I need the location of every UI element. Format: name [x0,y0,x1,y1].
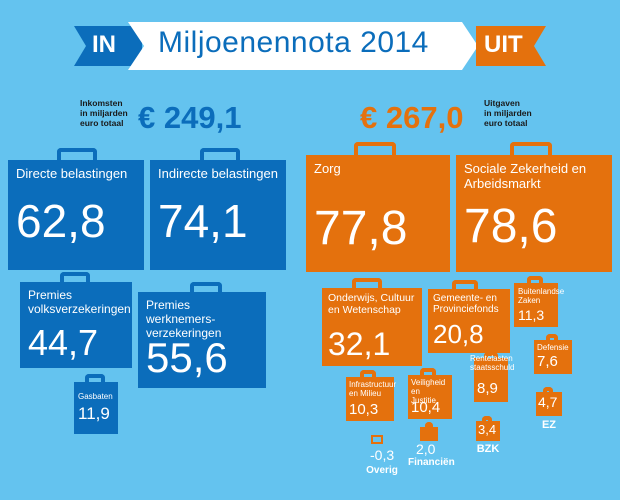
briefcase-handle [360,370,376,379]
item-label: Zorg [314,161,341,176]
expense-defensie: Defensie 7,6 [534,340,572,374]
uit-ribbon [476,26,546,66]
item-value: 7,6 [537,353,558,370]
item-label: Directe belastingen [16,166,128,181]
item-value: 3,4 [478,422,497,437]
item-value: 44,7 [28,322,99,363]
in-label: IN [92,31,116,58]
item-label: Infrastructuur en Milieu [349,380,397,398]
item-value: -0,3 [370,447,395,463]
briefcase-handle [527,276,543,285]
briefcase-handle [484,352,498,360]
briefcase-handle [546,334,558,342]
income-total: € 249,1 [138,100,242,135]
uit-label: UIT [484,31,523,58]
expense-zorg: Zorg 77,8 [306,155,450,272]
item-value: 11,9 [78,404,110,423]
briefcase-handle [510,142,552,157]
item-value: 20,8 [433,319,484,349]
header-banner [74,22,546,70]
item-label: Defensie [537,343,569,352]
item-label: Overig [366,465,398,476]
item-label: EZ [541,419,557,431]
income-directe-belastingen: Directe belastingen 62,8 [8,160,144,270]
briefcase-handle [190,282,222,294]
briefcase-handle [352,278,382,290]
expense-buitenlandse-zaken: Buitenlandse Zaken 11,3 [514,283,565,327]
briefcase-handle [354,142,396,157]
income-indirecte-belastingen: Indirecte belastingen 74,1 [150,160,286,270]
item-label: Premies volksverzekeringen [28,288,131,316]
income-premies-volksverzekeringen: Premies volksverzekeringen 44,7 [20,282,132,368]
income-premies-werknemersverzekeringen: Premies werknemers-verzekeringen 55,6 [138,292,266,388]
income-note: Inkomsten in miljarden euro totaal [80,98,128,128]
item-label: Veiligheid en Justitie [411,378,446,405]
expense-ez: 4,7 [536,392,562,416]
expense-infrastructuur: Infrastructuur en Milieu 10,3 [346,377,397,421]
item-label: BZK [476,443,500,455]
item-value: 32,1 [328,326,391,362]
item-label: Premies werknemers-verzekeringen [146,298,222,340]
item-label: Gasbaten [78,392,113,401]
item-value: 10,4 [411,399,441,416]
item-label: Financiën [408,457,455,468]
briefcase-handle [200,148,240,162]
expense-overig-briefcase [371,435,383,444]
expense-bzk: 3,4 [476,421,500,441]
briefcase-handle [452,280,478,291]
item-label: Rentelasten staatsschuld [470,354,515,372]
item-value: 4,7 [538,394,558,410]
expense-gemeentefonds: Gemeente- en Provinciefonds 20,8 [428,289,510,353]
expense-rentelasten: Rentelasten staatsschuld 8,9 [470,354,514,402]
item-value: 78,6 [464,200,558,253]
expense-sociale-zekerheid: Sociale Zekerheid en Arbeidsmarkt 78,6 [456,155,612,272]
item-value: 77,8 [314,202,408,255]
title-banner [128,22,478,70]
item-label: Gemeente- en Provinciefonds [433,293,499,315]
expenses-note: Uitgaven in miljarden euro totaal [484,98,532,128]
expense-financien [420,427,438,441]
expense-veiligheid-justitie: Veiligheid en Justitie 10,4 [408,375,452,419]
item-label: Buitenlandse Zaken [518,287,565,305]
item-value: 10,3 [349,401,379,418]
page-title: Miljoenennota 2014 [158,26,429,59]
income-gasbaten: Gasbaten 11,9 [74,382,118,434]
expenses-total: € 267,0 [360,100,464,135]
item-value: 2,0 [416,441,436,457]
item-value: 55,6 [146,334,228,381]
briefcase-handle [57,148,97,162]
briefcase-handle [85,374,105,384]
item-label: Onderwijs, Cultuur en Wetenschap [328,292,415,316]
item-value: 8,9 [477,380,498,397]
item-value: 11,3 [518,307,545,323]
expense-onderwijs: Onderwijs, Cultuur en Wetenschap 32,1 [322,288,422,366]
in-ribbon [74,26,142,66]
item-label: Sociale Zekerheid en Arbeidsmarkt [464,161,587,191]
item-label: Indirecte belastingen [158,166,278,181]
briefcase-handle [60,272,90,284]
briefcase-handle [425,422,433,428]
item-value: 74,1 [158,195,248,247]
item-value: 62,8 [16,195,106,247]
briefcase-handle [482,416,492,422]
briefcase-handle [420,368,436,377]
briefcase-handle [543,387,553,394]
